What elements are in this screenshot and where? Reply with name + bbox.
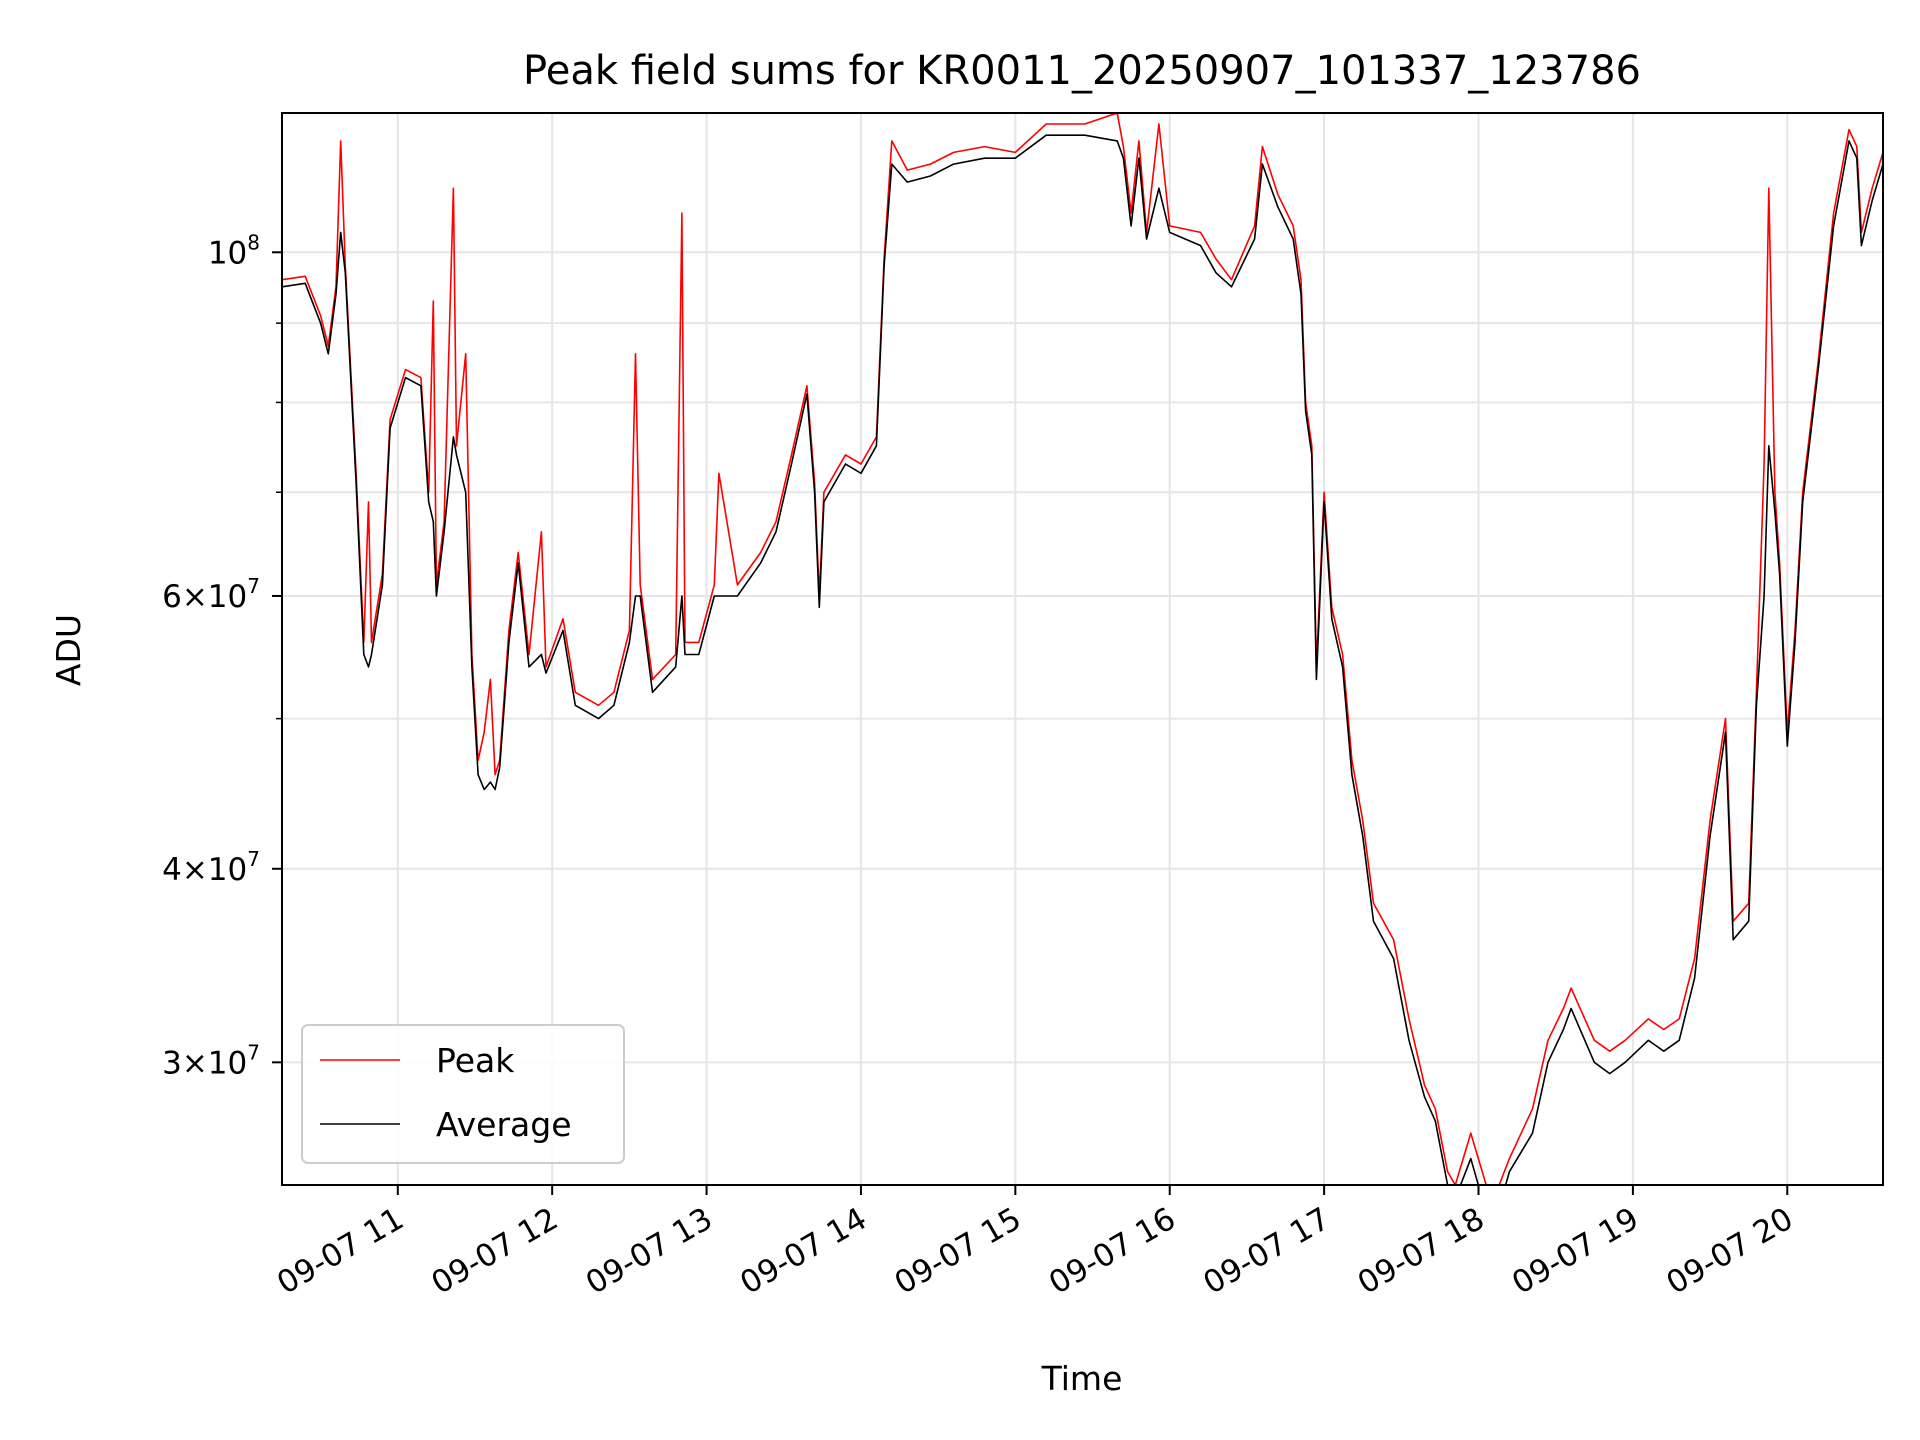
x-axis-label: Time: [1041, 1359, 1123, 1398]
chart-title: Peak field sums for KR0011_20250907_1013…: [523, 48, 1641, 94]
legend-label-peak: Peak: [436, 1041, 515, 1080]
y-axis-label: ADU: [49, 614, 88, 686]
legend: Peak Average: [301, 1024, 625, 1164]
legend-label-average: Average: [436, 1105, 572, 1144]
series-lines: [282, 113, 1883, 1185]
series-line-average: [282, 134, 1883, 1185]
y-tick-label: 6×107: [162, 574, 260, 615]
y-axis: 3×107 4×107 6×107 108: [162, 230, 282, 1081]
y-tick-label: 108: [208, 230, 260, 271]
grid: [282, 113, 1883, 1185]
y-tick-label: 4×107: [162, 847, 260, 888]
y-tick-label: 3×107: [162, 1040, 260, 1081]
plot-frame: [281, 112, 1884, 1186]
series-line-peak: [282, 113, 1883, 1185]
